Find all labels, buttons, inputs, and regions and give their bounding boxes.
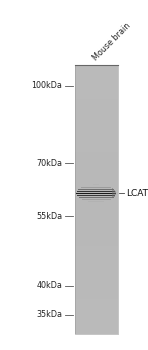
Text: 70kDa: 70kDa (36, 159, 62, 168)
Text: 35kDa: 35kDa (36, 310, 62, 319)
Text: 55kDa: 55kDa (36, 211, 62, 220)
Text: 40kDa: 40kDa (36, 281, 62, 290)
Text: Mouse brain: Mouse brain (91, 21, 132, 62)
Bar (75, 65, 118, 334)
Text: LCAT: LCAT (126, 189, 148, 198)
Text: 100kDa: 100kDa (31, 81, 62, 90)
